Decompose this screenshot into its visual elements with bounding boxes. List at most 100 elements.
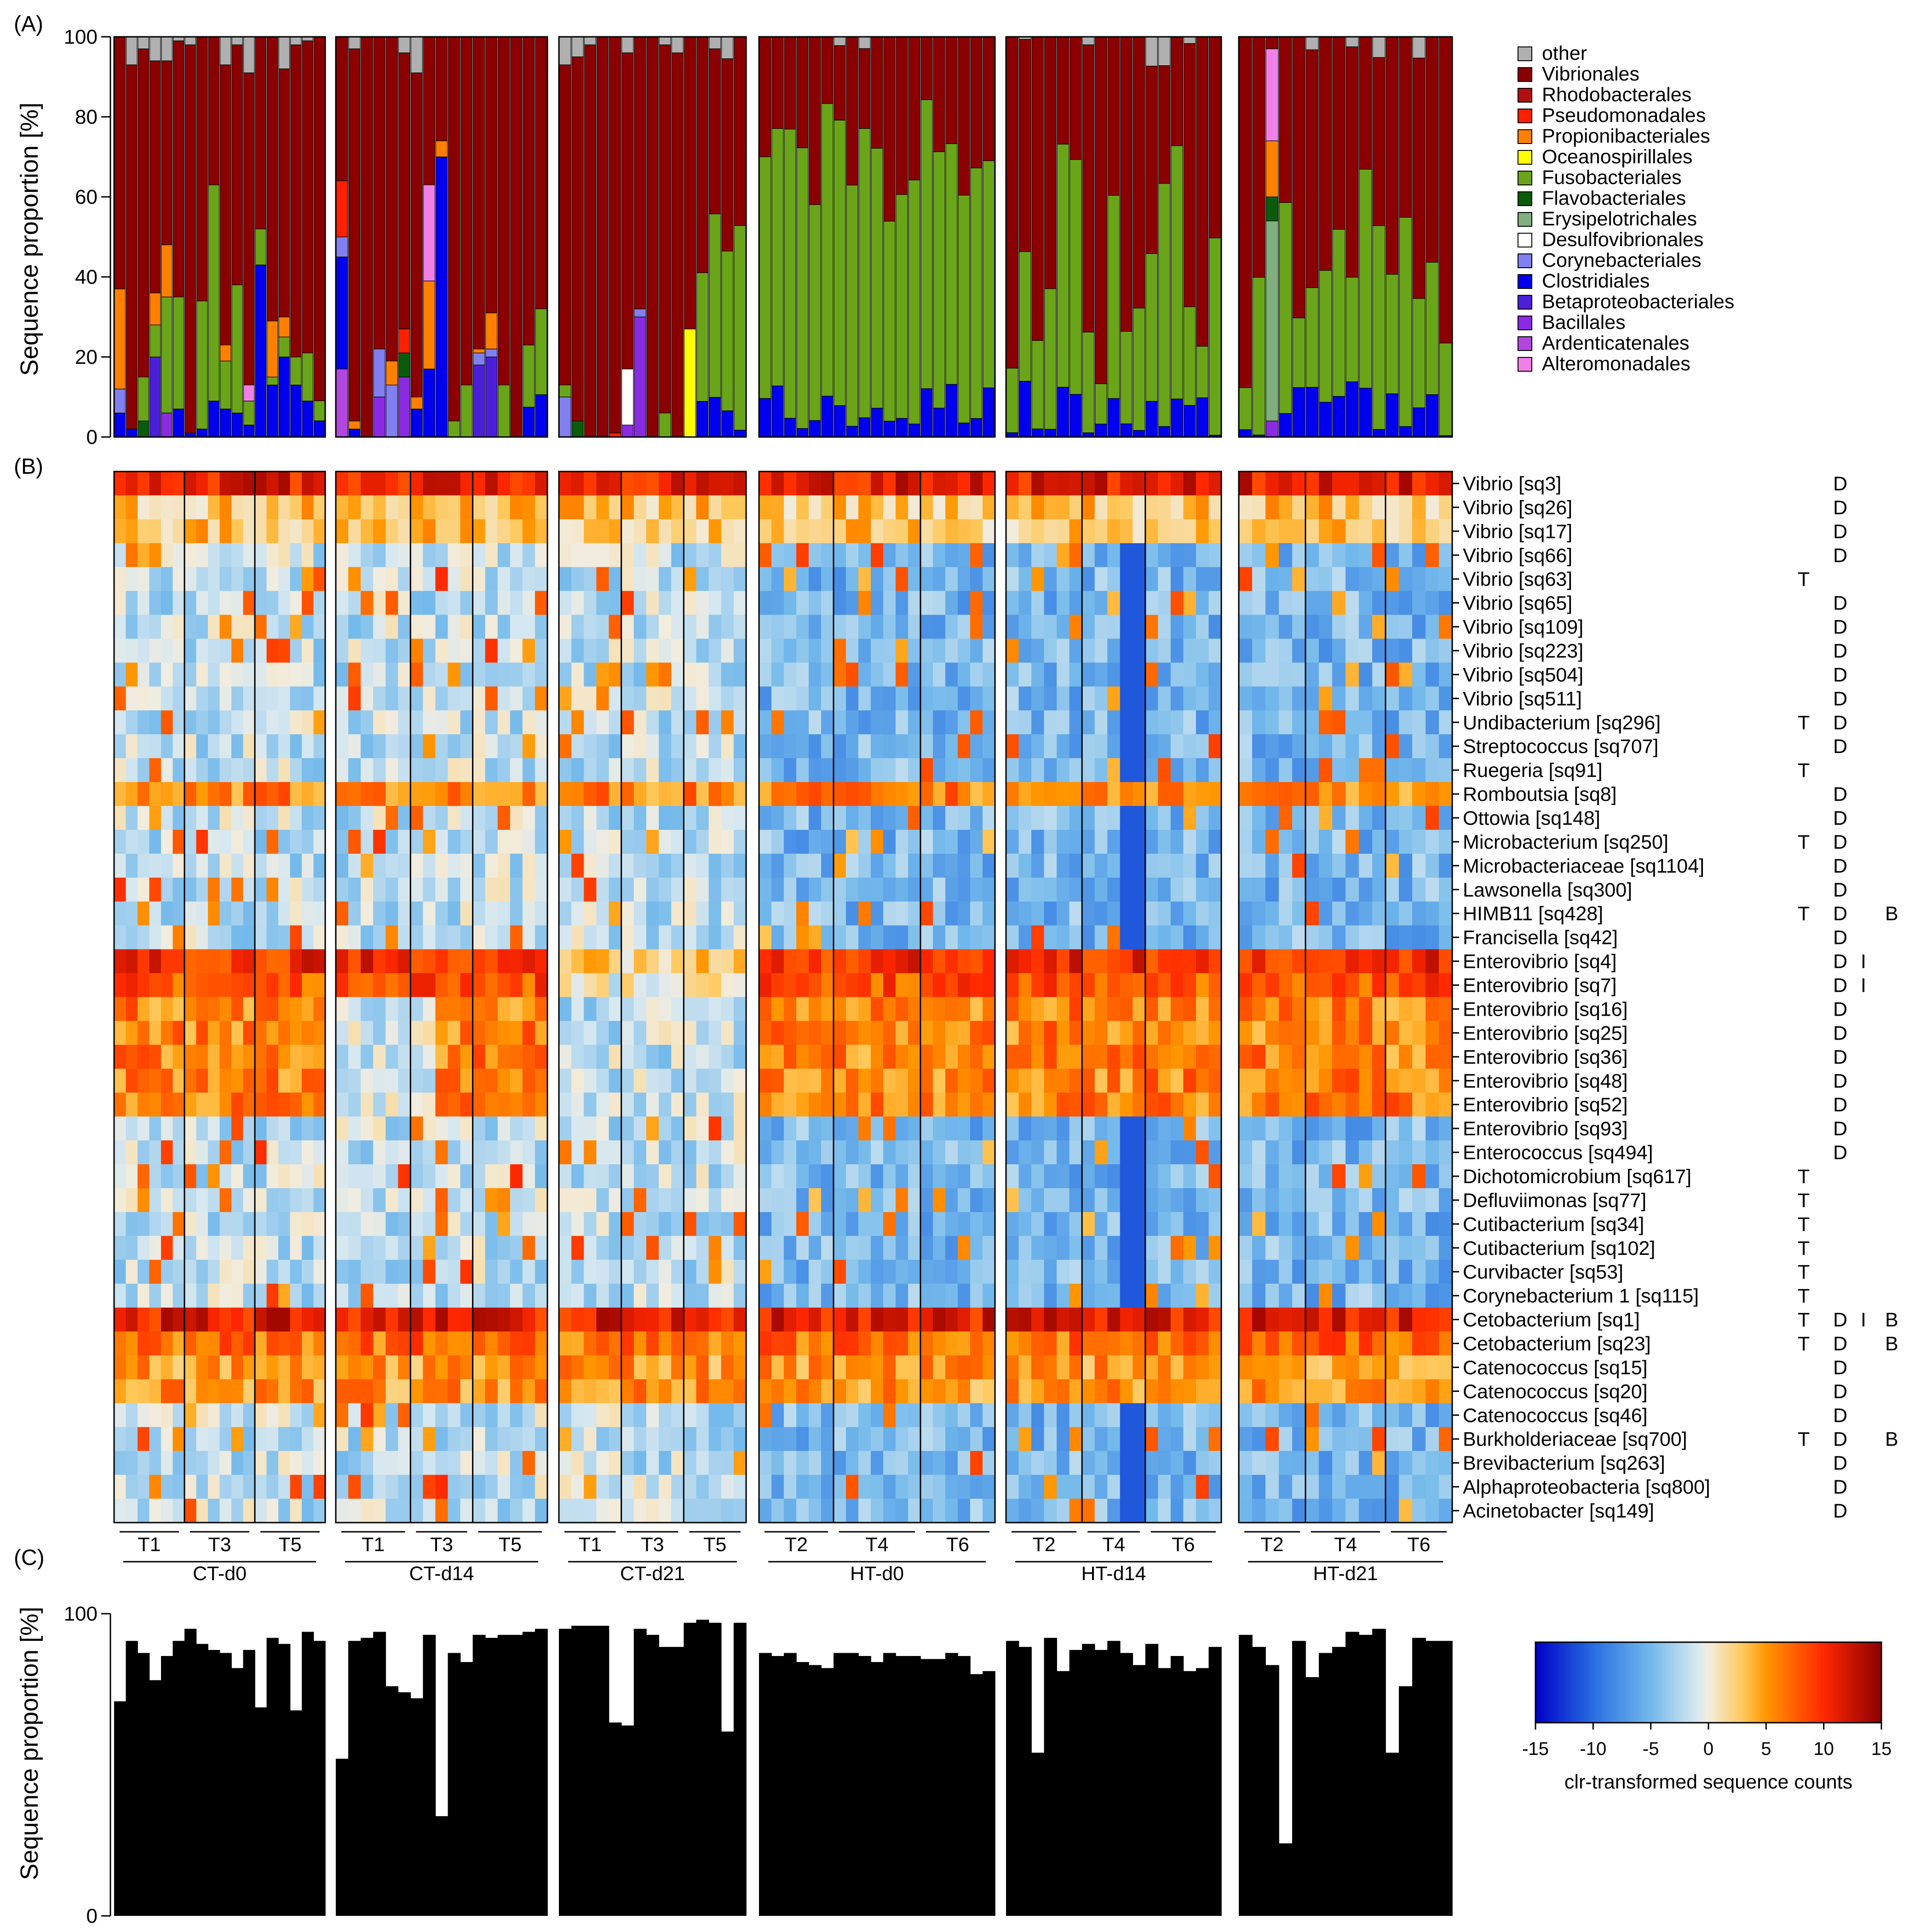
heatmap-cell xyxy=(796,495,809,520)
bar-segment xyxy=(485,348,498,357)
bar-segment xyxy=(784,36,796,130)
heatmap-cell xyxy=(255,1427,267,1451)
bar-segment xyxy=(1372,36,1386,58)
heatmap-cell xyxy=(1439,806,1453,830)
heatmap-cell xyxy=(1196,591,1209,615)
heatmap-cell xyxy=(896,1475,908,1499)
heatmap-cell xyxy=(302,638,314,663)
heatmap-cell xyxy=(1196,1499,1209,1523)
heatmap-cell xyxy=(1412,519,1426,544)
heatmap-cell xyxy=(1082,495,1095,520)
heatmap-cell xyxy=(231,1140,244,1165)
heatmap-cell xyxy=(1372,1236,1386,1260)
bar-segment xyxy=(410,72,423,397)
heatmap-cell xyxy=(196,567,208,592)
heatmap-cell xyxy=(1386,1283,1399,1308)
heatmap-cell xyxy=(1439,495,1453,520)
heatmap-cell xyxy=(1305,1069,1319,1093)
heatmap-cell xyxy=(1412,591,1426,615)
heatmap-cell xyxy=(920,758,933,782)
heatmap-cell xyxy=(1386,1092,1399,1117)
heatmap-cell xyxy=(336,1427,349,1451)
heatmap-cell xyxy=(510,710,523,735)
heatmap-cell xyxy=(266,519,279,544)
heatmap-cell xyxy=(114,734,126,759)
heatmap-cell xyxy=(1332,1092,1346,1117)
heatmap-cell xyxy=(1239,591,1253,615)
heatmap-cell xyxy=(435,997,448,1022)
heatmap-cell xyxy=(970,615,983,639)
heatmap-cell xyxy=(398,710,411,735)
heatmap-cell xyxy=(809,806,822,830)
heatmap-cell xyxy=(633,1499,647,1523)
heatmap-cell xyxy=(1399,1403,1413,1427)
heatmap-cell xyxy=(1372,1021,1386,1045)
heatmap-cell xyxy=(1252,1236,1266,1260)
heatmap-cell xyxy=(871,973,884,998)
heatmap-cell xyxy=(1265,806,1279,830)
heatmap-cell xyxy=(596,1092,610,1117)
heatmap-cell xyxy=(1120,1283,1133,1308)
bar-segment xyxy=(945,36,958,144)
heatmap-cell xyxy=(671,591,684,615)
group-frame xyxy=(558,36,747,438)
bar-segment xyxy=(559,64,571,385)
heatmap-cell xyxy=(522,1283,535,1308)
heatmap-cell xyxy=(497,1259,511,1284)
heatmap-cell xyxy=(846,519,859,544)
heatmap-cell xyxy=(460,1092,473,1117)
heatmap-cell xyxy=(1346,925,1359,950)
heatmap-cell xyxy=(423,1403,436,1427)
heatmap-cell xyxy=(1386,829,1399,854)
heatmap-cell xyxy=(149,543,161,568)
bar-segment xyxy=(1319,402,1332,437)
heatmap-cell xyxy=(571,615,584,639)
heatmap-cell xyxy=(1044,1236,1057,1260)
heatmap-cell xyxy=(472,925,486,950)
heatmap-cell xyxy=(302,1427,314,1451)
heatmap-cell xyxy=(336,829,349,854)
heatmap-cell xyxy=(1252,949,1266,974)
heatmap-cell xyxy=(255,973,267,998)
heatmap-cell xyxy=(958,734,971,759)
heatmap-cell xyxy=(385,1451,398,1475)
heatmap-cell xyxy=(1439,1069,1453,1093)
heatmap-cell xyxy=(559,1021,572,1045)
heatmap-cell xyxy=(219,1307,232,1332)
heatmap-cell xyxy=(410,1499,424,1523)
heatmap-cell xyxy=(596,758,610,782)
heatmap-cell xyxy=(243,1092,255,1117)
heatmap-cell xyxy=(696,734,709,759)
bar-segment xyxy=(313,36,325,401)
heatmap-cell xyxy=(796,758,809,782)
heatmap-cell xyxy=(373,1140,386,1165)
heatmap-cell xyxy=(208,1451,220,1475)
heatmap-cell xyxy=(1426,638,1439,663)
heatmap-cell xyxy=(733,1259,747,1284)
heatmap-cell xyxy=(448,1236,461,1260)
heatmap-cell xyxy=(945,1069,958,1093)
bar-segment xyxy=(821,103,834,397)
heatmap-cell xyxy=(1399,1355,1413,1380)
heatmap-cell xyxy=(1208,1236,1222,1260)
heatmap-cell xyxy=(278,1045,291,1069)
bar-segment xyxy=(759,398,771,437)
heatmap-cell xyxy=(161,1021,173,1045)
heatmap-cell xyxy=(1183,686,1196,711)
heatmap-cell xyxy=(348,1236,361,1260)
heatmap-cell xyxy=(809,925,822,950)
bar-segment xyxy=(255,229,267,265)
heatmap-cell xyxy=(1094,758,1108,782)
heatmap-cell xyxy=(361,997,374,1022)
group-frame xyxy=(758,36,996,438)
heatmap-cell xyxy=(920,519,933,544)
heatmap-cell xyxy=(958,877,971,902)
bar-segment xyxy=(1319,270,1332,402)
heatmap-cell xyxy=(609,829,622,854)
heatmap-cell xyxy=(510,1307,523,1332)
heatmap-cell xyxy=(696,519,709,544)
heatmap-cell xyxy=(671,1069,684,1093)
heatmap-cell xyxy=(1044,1475,1057,1499)
heatmap-cell xyxy=(497,949,511,974)
heatmap-cell xyxy=(821,543,834,568)
